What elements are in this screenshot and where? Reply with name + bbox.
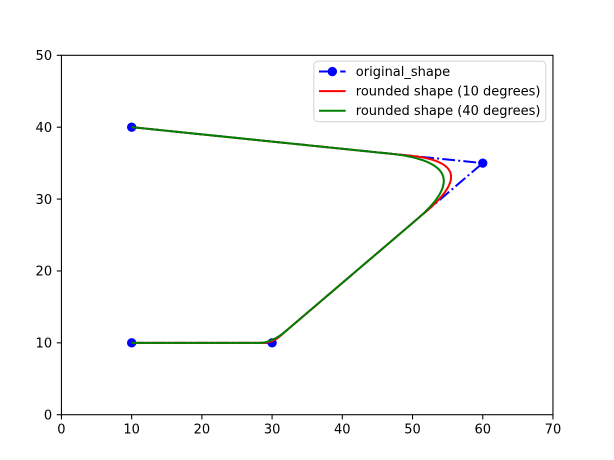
x-tick-label: 0 xyxy=(57,423,65,438)
data-point-marker xyxy=(478,158,488,168)
x-tick-label: 30 xyxy=(264,423,281,438)
x-tick-label: 60 xyxy=(474,423,491,438)
x-tick-label: 10 xyxy=(123,423,140,438)
y-tick-label: 40 xyxy=(36,121,53,136)
axes-frame xyxy=(60,54,554,416)
rounded-shape-40-degrees-line xyxy=(131,126,445,344)
x-tick-label: 50 xyxy=(404,423,421,438)
y-tick-label: 50 xyxy=(36,49,53,64)
x-tick-label: 40 xyxy=(334,423,351,438)
legend-label: rounded shape (40 degrees) xyxy=(356,104,541,119)
x-tick-label: 70 xyxy=(545,423,562,438)
y-tick-label: 30 xyxy=(36,193,53,208)
legend-handle-marker xyxy=(327,66,337,77)
y-tick-label: 20 xyxy=(36,265,53,280)
legend-box xyxy=(313,60,547,123)
legend-label: original_shape xyxy=(356,65,450,80)
y-tick-label: 0 xyxy=(44,409,52,424)
x-tick-label: 20 xyxy=(194,423,211,438)
legend-label: rounded shape (10 degrees) xyxy=(356,85,541,100)
y-tick-label: 10 xyxy=(36,337,53,352)
